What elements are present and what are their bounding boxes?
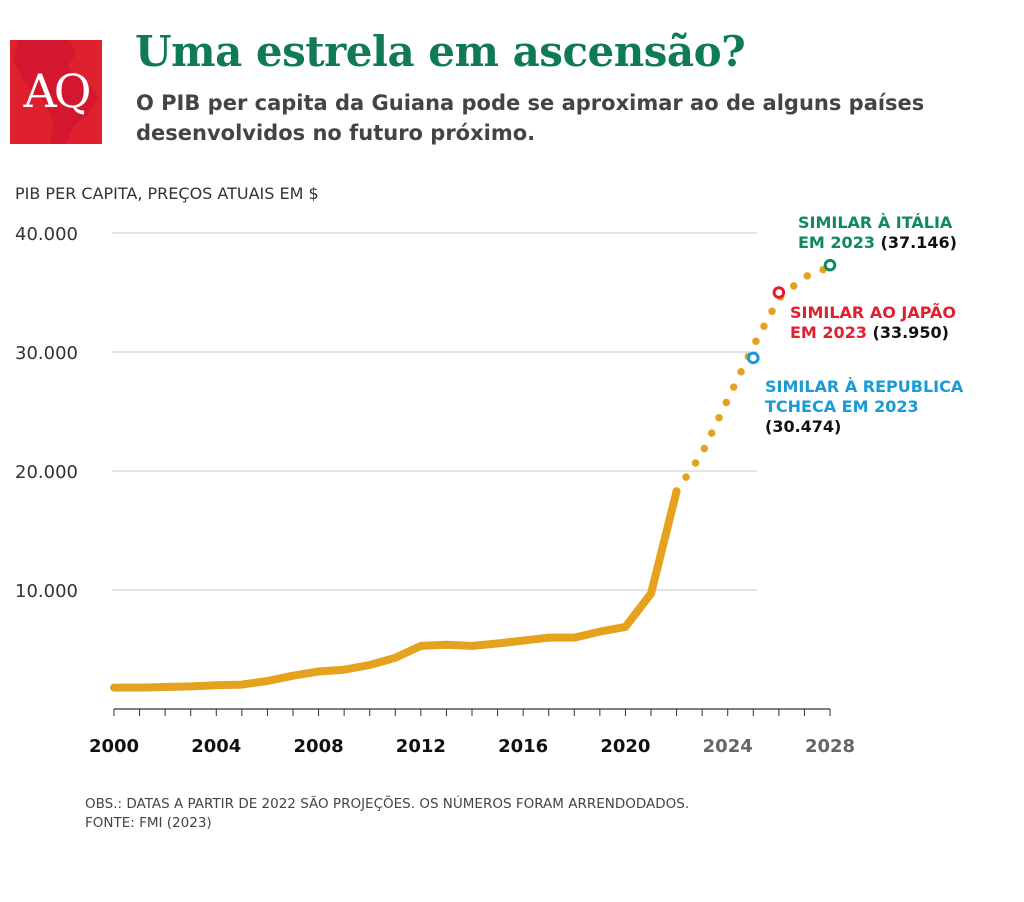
annotation-label: SIMILAR À ITÁLIA EM 2023 (37.146) <box>798 213 957 252</box>
x-tick-label: 2012 <box>396 736 446 757</box>
comparison-marker <box>772 286 786 299</box>
y-tick-label: 30.000 <box>15 343 78 364</box>
footnote-source: FONTE: FMI (2023) <box>85 815 212 831</box>
x-axis: 2000 2004 2008 2012 2016 2020 2024 2028 <box>89 708 855 757</box>
annotation-label: SIMILAR AO JAPÃO EM 2023 (33.950) <box>790 303 956 342</box>
x-tick-label: 2020 <box>600 736 650 757</box>
x-tick-label: 2000 <box>89 736 139 757</box>
x-tick-label: 2028 <box>805 736 855 757</box>
x-tick-label: 2008 <box>294 736 344 757</box>
series-line-projection <box>672 263 834 495</box>
grid-lines <box>112 232 757 591</box>
markers-group <box>746 258 837 365</box>
y-axis-label: PIB PER CAPITA, PREÇOS ATUAIS EM $ <box>15 184 319 203</box>
page-subtitle: O PIB per capita da Guiana pode se aprox… <box>136 91 925 145</box>
annotations-group: SIMILAR À ITÁLIA EM 2023 (37.146) SIMILAR … <box>765 213 964 436</box>
page-title: Uma estrela em ascensão? <box>135 27 746 76</box>
series-group <box>110 263 834 692</box>
aq-logo: AQ <box>10 40 102 144</box>
x-tick-label: 2016 <box>498 736 548 757</box>
logo-text: AQ <box>23 64 92 118</box>
y-tick-label: 40.000 <box>15 224 78 245</box>
footnote-note: OBS.: DATAS A PARTIR DE 2022 SÃO PROJEÇÕ… <box>85 796 690 812</box>
x-tick-label: 2024 <box>703 736 753 757</box>
x-tick-label: 2004 <box>191 736 241 757</box>
america-map-icon <box>14 40 98 144</box>
comparison-marker <box>823 258 837 272</box>
series-line-actual <box>110 487 681 692</box>
annotation-label: SIMILAR À REPUBLICA TCHECA EM 2023 (30.474… <box>765 377 964 436</box>
y-axis-ticks: 10.000 20.000 30.000 40.000 <box>15 224 78 602</box>
y-tick-label: 10.000 <box>15 581 78 602</box>
y-tick-label: 20.000 <box>15 462 78 483</box>
comparison-marker <box>746 351 760 365</box>
footnote: OBS.: DATAS A PARTIR DE 2022 SÃO PROJEÇÕ… <box>85 795 689 833</box>
